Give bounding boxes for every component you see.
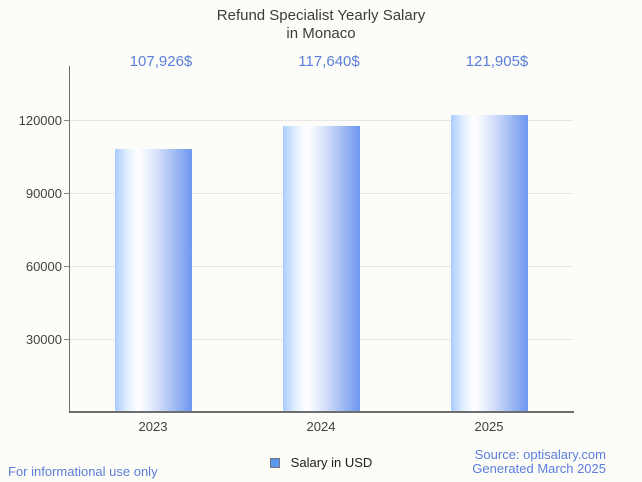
- source-text: Source: optisalary.com: [474, 447, 606, 462]
- annotation-2025: 121,905$: [465, 53, 529, 70]
- y-tick-60000: [64, 266, 69, 267]
- x-tick-label-2025: 2025: [474, 419, 504, 434]
- y-tick-90000: [64, 193, 69, 194]
- y-tick-label-30000: 30000: [25, 332, 62, 347]
- legend-label: Salary in USD: [290, 455, 373, 470]
- legend: Salary in USD: [0, 455, 642, 470]
- x-tick-label-2023: 2023: [138, 419, 168, 434]
- annotation-2024: 117,640$: [298, 53, 360, 70]
- attribution: Source: optisalary.com Generated March 2…: [472, 448, 606, 476]
- disclaimer-text: For informational use only: [8, 464, 158, 479]
- bar-2024: [283, 126, 360, 412]
- chart-title: Refund Specialist Yearly Salary in Monac…: [0, 7, 642, 43]
- bar-2025: [451, 115, 528, 412]
- legend-swatch-icon: [269, 457, 280, 468]
- generated-text: Generated March 2025: [472, 461, 606, 476]
- bar-2023: [115, 149, 192, 412]
- annotation-2023: 107,926$: [129, 53, 193, 70]
- chart-title-line2: in Monaco: [286, 25, 356, 42]
- x-axis-baseline: [69, 411, 574, 413]
- x-tick-label-2024: 2024: [306, 419, 336, 434]
- y-axis-line: [69, 66, 70, 412]
- y-tick-30000: [64, 339, 69, 340]
- y-tick-label-60000: 60000: [25, 259, 62, 274]
- gridline-120000: [70, 120, 573, 121]
- y-tick-120000: [64, 120, 69, 121]
- y-tick-label-90000: 90000: [25, 186, 62, 201]
- y-tick-label-120000: 120000: [18, 113, 62, 128]
- chart-title-line1: Refund Specialist Yearly Salary: [216, 7, 426, 24]
